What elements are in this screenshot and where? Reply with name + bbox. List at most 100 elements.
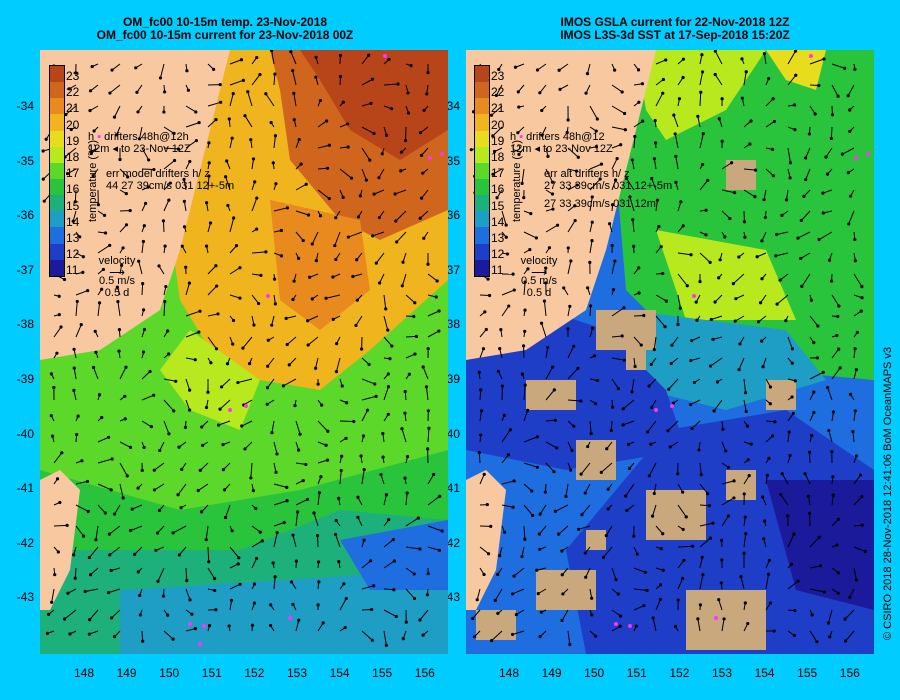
current-vector-head [829, 136, 833, 141]
current-vector [401, 428, 407, 443]
current-vector [295, 620, 300, 632]
current-vector-head [243, 114, 247, 118]
left-velocity-days: 0.5 d [104, 287, 130, 299]
current-vector [828, 430, 833, 443]
current-vector-head [386, 372, 390, 376]
current-vector-head [166, 329, 170, 333]
current-vector-head [418, 547, 422, 551]
current-vector-head [737, 255, 741, 259]
current-vector [601, 462, 613, 473]
current-vector [138, 261, 143, 275]
current-vector [677, 504, 687, 518]
current-vector-head [319, 475, 323, 479]
current-vector-head [744, 70, 748, 74]
current-vector [699, 180, 709, 191]
current-vector-head [491, 134, 495, 138]
current-vector-head [493, 598, 497, 602]
current-vector-head [97, 393, 102, 397]
current-vector-head [243, 447, 247, 451]
current-vector [626, 178, 635, 191]
current-vector-head [49, 414, 53, 418]
current-vector [130, 525, 143, 532]
current-vector [714, 74, 723, 86]
current-vector-head [87, 632, 91, 636]
current-vector-head [321, 621, 325, 625]
current-vector-head [837, 304, 841, 308]
current-vector [295, 420, 301, 435]
current-vector-head [699, 90, 703, 94]
left-map-panel[interactable] [40, 50, 448, 654]
current-vector-head [334, 369, 339, 374]
current-vector-head [492, 149, 497, 154]
current-vector-head [114, 133, 119, 137]
current-vector-head [677, 97, 682, 101]
current-vector [655, 315, 666, 328]
current-vector [427, 546, 440, 551]
current-vector-head [469, 148, 473, 152]
current-vector-head [141, 239, 145, 244]
current-vector [273, 207, 288, 212]
current-vector-head [647, 384, 651, 388]
right-map-panel[interactable] [466, 50, 874, 654]
current-vector-head [717, 117, 721, 121]
left-legend-err-title: err model drifters h/ z [106, 168, 210, 180]
current-vector [800, 210, 811, 221]
current-vector-head [535, 465, 540, 469]
current-vector-head [340, 454, 344, 458]
current-vector [629, 196, 635, 212]
current-vector-head [486, 277, 490, 281]
current-vector-head [650, 514, 655, 518]
current-vector-head [437, 329, 441, 333]
current-vector-head [637, 100, 641, 104]
current-vector-head [356, 495, 360, 499]
current-vector-head [664, 58, 668, 62]
current-vector [307, 336, 319, 346]
current-vector-head [642, 604, 646, 608]
current-vector-head [142, 224, 146, 228]
current-vector [827, 609, 833, 624]
current-vector-head [595, 117, 599, 121]
current-vector [372, 231, 385, 237]
current-vector-head [126, 175, 130, 179]
current-vector-head [788, 454, 792, 458]
current-vector-head [802, 194, 806, 198]
current-vector [185, 310, 201, 317]
current-vector-head [815, 640, 819, 644]
current-vector [361, 54, 370, 65]
current-vector [633, 588, 648, 591]
colorbar-swatch [475, 98, 489, 115]
current-vector-head [200, 425, 204, 429]
current-vector-head [595, 378, 600, 383]
current-vector [109, 546, 121, 556]
current-vector-head [370, 607, 374, 612]
current-vector [825, 147, 833, 158]
current-vector-head [138, 593, 142, 598]
current-vector-head [437, 309, 441, 313]
current-vector-head [674, 154, 678, 159]
current-vector-head [403, 389, 407, 394]
current-vector-head [531, 513, 535, 518]
current-vector-head [344, 436, 348, 440]
current-vector-head [270, 323, 274, 327]
current-vector-head [190, 612, 194, 616]
current-vector-head [359, 347, 364, 351]
left-velocity-legend: velocity ⟶ 0.5 m/s 0.5 d [92, 255, 142, 299]
current-vector-head [381, 455, 385, 459]
current-vector-head [394, 614, 398, 619]
current-vector [244, 115, 253, 128]
current-vector-head [314, 75, 318, 79]
current-vector-head [761, 495, 765, 499]
current-vector-head [422, 236, 426, 240]
current-vector-head [854, 368, 858, 372]
current-vector [119, 168, 129, 178]
current-vector-head [121, 496, 125, 500]
current-vector-head [621, 423, 625, 427]
current-vector [315, 357, 319, 369]
current-vector-head [766, 572, 771, 576]
current-vector [491, 630, 503, 642]
current-vector [141, 420, 152, 428]
current-vector-head [342, 582, 346, 586]
current-vector-head [142, 327, 147, 332]
current-vector [611, 609, 621, 617]
current-vector-head [285, 485, 289, 490]
